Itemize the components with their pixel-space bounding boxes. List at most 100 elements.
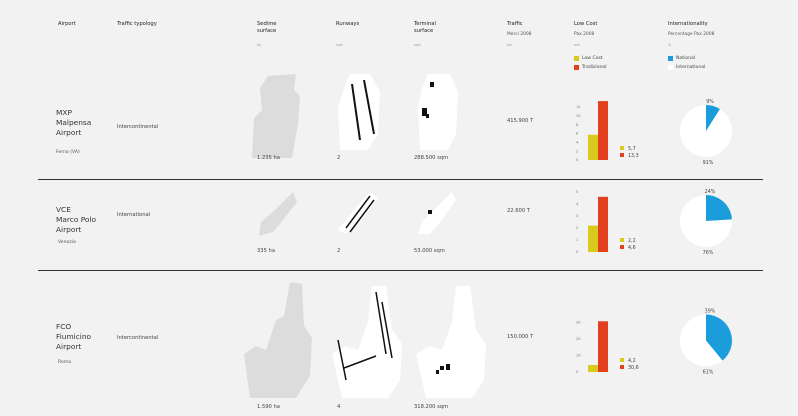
legend-traditional: Tradizional (574, 65, 607, 70)
y-tick-label: 30 (576, 320, 581, 324)
data-label: 5,7 (628, 146, 636, 152)
y-tick-label: 10 (576, 114, 581, 118)
airport-code: VCE (56, 205, 71, 214)
traffic-value: 150.000 T (507, 334, 534, 340)
pie-chart-mxp: 9% 91% (680, 99, 732, 166)
header-traffic: Traffic (507, 21, 523, 27)
airport-name-fco: FCO Fiumicino Airport (56, 322, 91, 352)
header-intl: Internationality (668, 21, 708, 27)
runway-line (363, 79, 375, 135)
y-tick-label: 2 (576, 149, 578, 153)
legend-label-traditional: Tradizional (582, 65, 607, 70)
value-swatch (620, 245, 624, 249)
unit-runways: num (336, 43, 344, 47)
data-label: 13,3 (628, 153, 639, 159)
terminal-value: 288.500 sqm (414, 155, 449, 161)
data-label-national: 24% (705, 189, 716, 195)
pie-slice-national (706, 195, 732, 221)
y-tick-label: 0 (576, 370, 579, 374)
header-terminal: Terminal surface (414, 21, 436, 34)
unit-terminal: sqm (414, 43, 421, 47)
y-tick-label: 10 (576, 354, 581, 358)
data-label-international: 91% (703, 160, 714, 166)
data-label-national: 9% (706, 99, 714, 105)
airport-name-line1: Fiumicino (56, 332, 92, 341)
terminal-value: 318.200 sqm (414, 404, 449, 410)
airport-name-mxp: MXP Malpensa Airport (56, 108, 91, 138)
row-divider (38, 179, 763, 180)
unit-sedime: ha (257, 43, 261, 47)
value-swatch (620, 153, 624, 157)
terminal-shape-vce (418, 192, 456, 234)
sedime-shape-mxp (252, 74, 300, 158)
bar-chart-mxp: 0 2 4 6 8 10 12 5,713,3 (576, 101, 639, 162)
header-lowcost: Low Cost (574, 21, 598, 27)
bar-lowcost (588, 134, 598, 160)
runway-line (349, 199, 375, 233)
airport-city: Ferno (VA) (56, 150, 80, 155)
value-swatch (620, 238, 624, 242)
y-tick-label: 4 (576, 202, 579, 206)
terminal-shape-mxp (418, 74, 458, 150)
legend-swatch-lowcost (574, 56, 579, 61)
data-label: 30,6 (628, 365, 639, 371)
legend-lowcost: Low Cost (574, 56, 603, 61)
data-label: 4,6 (628, 245, 636, 251)
header-lowcost-sub: Pax 2008 (574, 32, 595, 37)
y-tick-label: 8 (576, 123, 579, 127)
legend-swatch-national (668, 56, 673, 61)
runway-shape-fco (332, 286, 402, 398)
legend-international: International (668, 65, 705, 70)
y-tick-label: 20 (576, 337, 581, 341)
unit-lowcost: mln (574, 43, 581, 47)
runway-shape-mxp (338, 74, 380, 150)
terminal-value: 53.000 sqm (414, 248, 445, 254)
y-tick-label: 0 (576, 250, 579, 254)
value-swatch (620, 358, 624, 362)
sedime-shape-vce (259, 192, 297, 236)
bar-traditional (598, 101, 608, 160)
bar-traditional (598, 321, 608, 372)
bar-chart-vce: 0 1 2 3 4 5 2,24,6 (576, 190, 636, 254)
runways-value: 2 (337, 248, 341, 254)
y-tick-label: 1 (576, 238, 578, 242)
legend-swatch-traditional (574, 65, 579, 70)
traffic-value: 22.600 T (507, 208, 530, 214)
header-typology: Traffic typology (117, 21, 157, 27)
value-swatch (620, 146, 624, 150)
unit-intl: % (668, 43, 672, 47)
y-tick-label: 5 (576, 190, 578, 194)
pie-slice-national (706, 105, 720, 131)
bar-lowcost (588, 365, 598, 372)
airport-code: MXP (56, 108, 72, 117)
y-tick-label: 12 (576, 105, 581, 109)
header-sedime: Sedime surface (257, 21, 277, 34)
runways-value: 2 (337, 155, 341, 161)
y-tick-label: 4 (576, 140, 579, 144)
header-airport: Airport (58, 21, 76, 27)
runway-line (381, 301, 393, 359)
runway-line (345, 195, 371, 229)
runway-line (375, 291, 387, 355)
sedime-value: 1.590 ha (257, 404, 280, 410)
airport-typology: International (117, 212, 151, 218)
data-label-international: 76% (703, 250, 714, 256)
airport-code: FCO (56, 322, 72, 331)
runway-line (337, 339, 347, 381)
data-label-international: 61% (703, 370, 714, 376)
pie-chart-fco: 39% 61% (680, 309, 732, 376)
header-runways: Runways (336, 21, 360, 27)
pie-slice-national (706, 314, 732, 361)
y-tick-label: 2 (576, 226, 578, 230)
unit-traffic: ton (507, 43, 513, 47)
row-divider (38, 270, 763, 271)
runway-line (343, 355, 377, 369)
value-swatch (620, 365, 624, 369)
sedime-value: 335 ha (257, 248, 276, 254)
legend-label-international: International (676, 65, 706, 70)
airport-name-line1: Marco Polo (56, 215, 97, 224)
airport-city: Roma (58, 360, 72, 365)
airport-name-line2: Airport (56, 342, 82, 351)
airport-typology: Intercontinental (117, 124, 159, 130)
airport-city: Venezia (58, 240, 76, 245)
